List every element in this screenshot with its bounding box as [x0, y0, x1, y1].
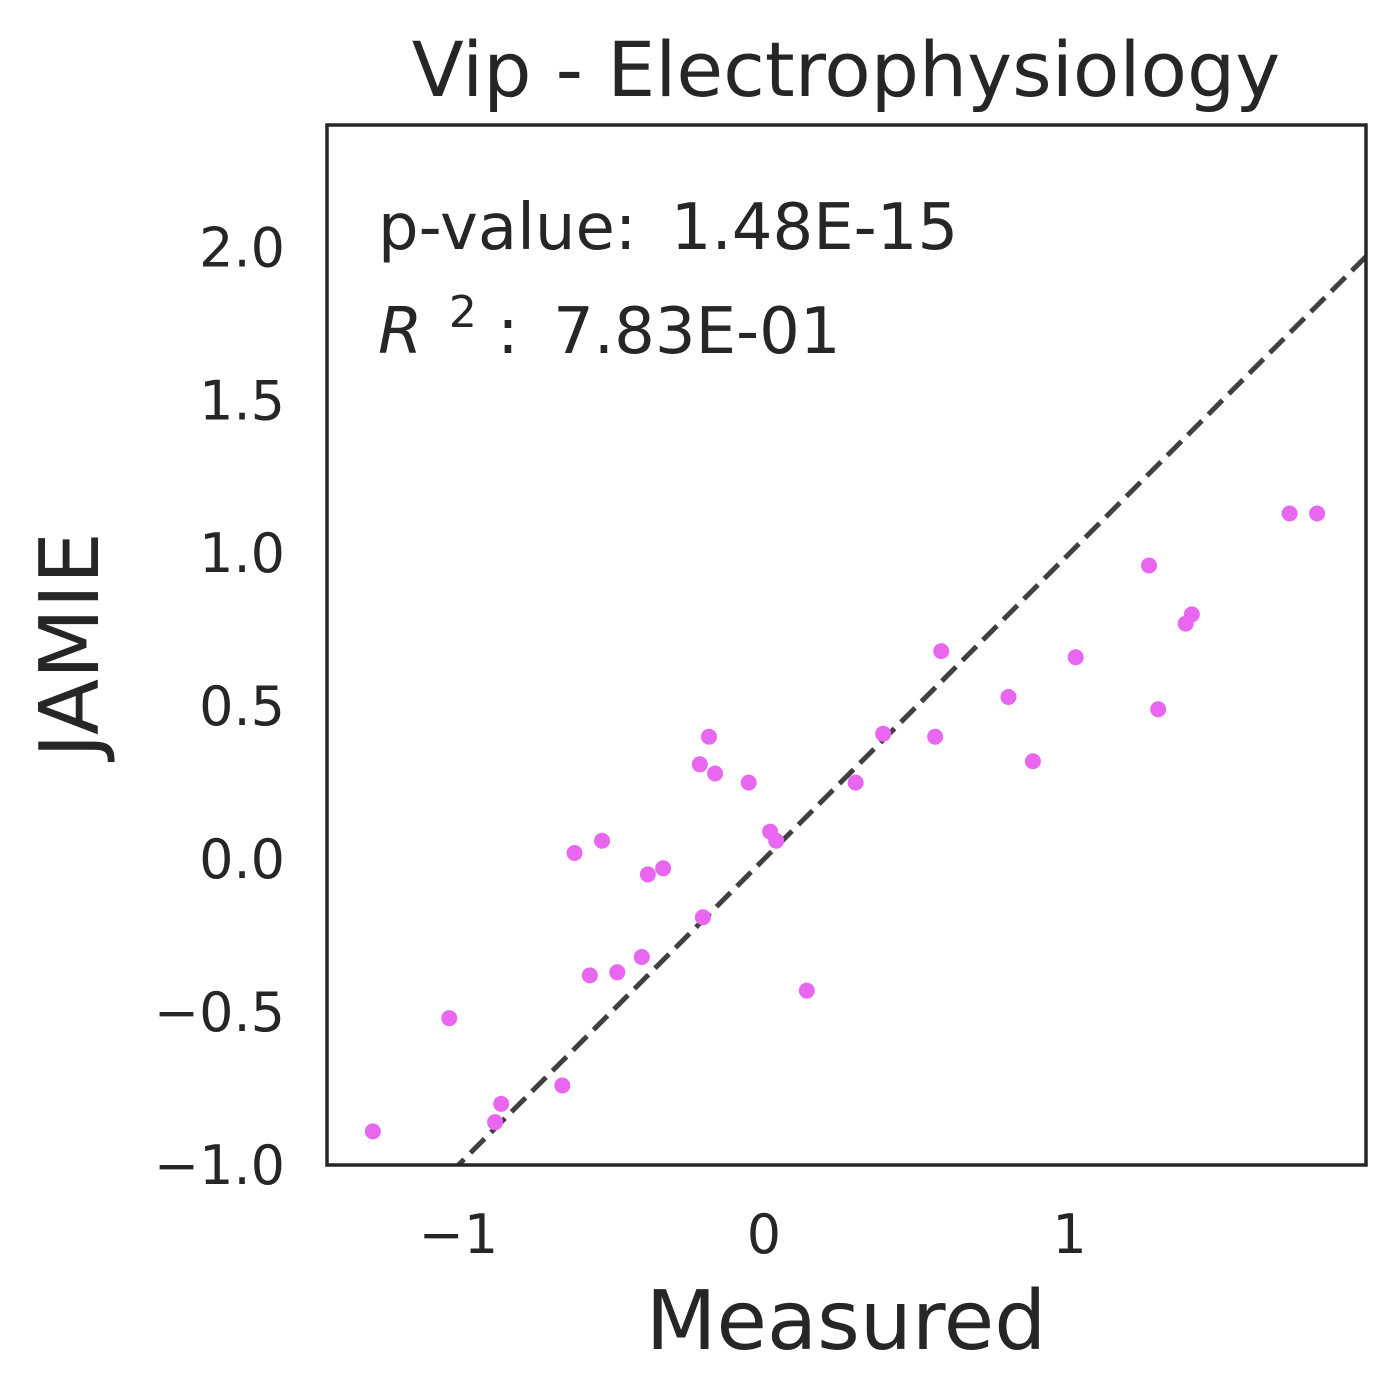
pvalue-label: p-value: [378, 191, 636, 265]
y-tick-label: −0.5 [154, 981, 285, 1044]
identity-reference-line [454, 254, 1366, 1165]
scatter-point [1150, 701, 1167, 718]
pvalue-number: 1.48E-15 [671, 191, 958, 265]
r2-symbol: R [378, 295, 422, 369]
scatter-point [554, 1077, 571, 1094]
x-axis-label: Measured [646, 1274, 1047, 1369]
plot-area [364, 254, 1366, 1165]
r2-colon: : [497, 295, 519, 369]
y-tick-label: 0.0 [199, 828, 285, 891]
y-tick-label: 1.0 [199, 522, 285, 585]
scatter-point [441, 1010, 458, 1027]
scatter-point [1024, 753, 1041, 770]
chart-title: Vip - Electrophysiology [412, 25, 1280, 114]
scatter-point [493, 1095, 510, 1112]
scatter-point [639, 866, 656, 883]
scatter-point [700, 728, 717, 745]
scatter-point [694, 909, 711, 926]
scatter-point [1067, 649, 1084, 666]
plot-frame [325, 123, 1368, 1167]
scatter-point [655, 860, 672, 877]
scatter-point [609, 964, 626, 981]
scatter-point [691, 756, 708, 773]
r2-annotation: R 2 : 7.83E-01 [378, 269, 841, 369]
r2-number: 7.83E-01 [553, 295, 840, 369]
scatter-point [487, 1114, 504, 1131]
scatter-point [740, 774, 757, 791]
y-tick-label: 1.5 [199, 369, 285, 432]
scatter-point [1141, 557, 1158, 574]
pvalue-annotation: p-value: 1.48E-15 [378, 191, 958, 265]
y-tick-label: 2.0 [199, 216, 285, 279]
y-tick-label: 0.5 [199, 675, 285, 738]
scatter-point [798, 982, 815, 999]
scatter-point [927, 728, 944, 745]
scatter-point [1183, 606, 1200, 623]
scatter-point [1309, 505, 1326, 522]
scatter-point [847, 774, 864, 791]
scatter-point [875, 725, 892, 742]
scatter-point [581, 967, 598, 984]
scatter-point [594, 832, 611, 849]
scatter-point [566, 845, 583, 861]
y-axis-label: JAMIE [23, 532, 118, 763]
scatter-point [707, 765, 724, 782]
scatter-point [768, 832, 785, 849]
x-tick-label: 0 [747, 1203, 781, 1266]
axis-ticks: −1 0 1 −1.0 −0.5 0.0 0.5 1.0 1.5 2.0 [154, 216, 1087, 1266]
y-tick-label: −1.0 [154, 1134, 285, 1197]
r2-superscript: 2 [449, 287, 477, 338]
x-tick-label: −1 [419, 1203, 499, 1266]
x-tick-label: 1 [1052, 1203, 1086, 1266]
scatter-point [633, 949, 650, 965]
scatter-point [1281, 505, 1298, 522]
scatter-point [933, 643, 950, 660]
scatter-point [364, 1123, 381, 1140]
scatter-point [1000, 689, 1017, 705]
